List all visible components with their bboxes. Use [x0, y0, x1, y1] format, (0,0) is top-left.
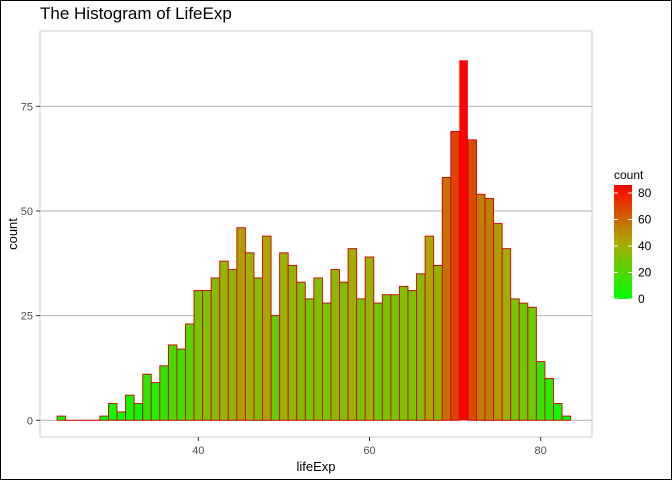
legend-label: 40 — [638, 239, 652, 253]
histogram-bar — [142, 373, 152, 421]
histogram-bar — [287, 264, 298, 421]
histogram-bar — [535, 361, 546, 421]
histogram-bars — [56, 60, 572, 421]
x-tick-label: 40 — [192, 445, 204, 457]
histogram-bar — [270, 315, 281, 421]
legend-label: 80 — [638, 186, 652, 200]
histogram-bar — [441, 177, 452, 421]
histogram-bar — [262, 235, 272, 421]
histogram-bar — [304, 298, 315, 421]
histogram-bar — [484, 197, 495, 421]
histogram-bar — [364, 256, 375, 421]
histogram-bar — [227, 269, 238, 421]
y-tick-label: 50 — [21, 206, 33, 218]
histogram-bar — [476, 193, 486, 421]
histogram-bar — [219, 260, 229, 421]
histogram-bar — [493, 223, 503, 421]
histogram-bar — [553, 403, 563, 421]
histogram-bar — [373, 302, 383, 421]
histogram-bar — [544, 377, 554, 421]
legend-label: 0 — [638, 292, 645, 306]
histogram-bar — [99, 415, 109, 421]
histogram-bar — [518, 302, 529, 421]
histogram-bar — [236, 227, 246, 421]
histogram-bar — [527, 306, 537, 421]
histogram-bar — [133, 403, 144, 421]
histogram-bar — [125, 394, 135, 421]
histogram-bar — [244, 252, 255, 421]
histogram-bar — [424, 235, 435, 421]
histogram-bar — [108, 403, 118, 421]
legend-colorbar — [614, 185, 632, 299]
histogram-bar — [313, 277, 323, 421]
legend-title: count — [614, 168, 644, 182]
histogram-bar — [330, 269, 340, 421]
histogram-bar — [398, 285, 409, 421]
histogram-bar — [450, 131, 460, 421]
axes: 0 25 50 75 40 60 80 lifeExp count — [5, 101, 547, 474]
histogram-bar — [339, 281, 349, 421]
histogram-bar — [561, 415, 572, 421]
legend-label: 60 — [638, 212, 652, 226]
x-tick-label: 80 — [535, 445, 547, 457]
histogram-bar — [347, 248, 358, 421]
histogram-bar — [467, 139, 477, 421]
y-axis-title: count — [5, 218, 20, 250]
histogram-bar — [56, 415, 67, 421]
histogram-bar — [390, 294, 400, 421]
histogram-bar — [459, 60, 468, 421]
chart-title: The Histogram of LifeExp — [40, 4, 232, 23]
legend-label: 20 — [638, 265, 652, 279]
histogram-bar — [253, 277, 263, 421]
histogram-bar — [279, 252, 289, 421]
histogram-bar — [176, 348, 186, 421]
y-tick-label: 25 — [21, 311, 33, 323]
histogram-bar — [150, 382, 161, 421]
y-tick-label: 0 — [27, 415, 33, 427]
histogram-bar — [356, 298, 366, 421]
histogram-bar — [381, 294, 392, 421]
x-tick-label: 60 — [363, 445, 375, 457]
histogram-bar — [510, 298, 520, 421]
histogram-bar — [321, 302, 332, 421]
x-axis-title: lifeExp — [296, 459, 335, 474]
legend: 0 20 40 60 80 — [614, 185, 652, 306]
histogram-bar — [210, 277, 221, 421]
histogram-bar — [501, 248, 512, 421]
histogram-bar — [407, 290, 418, 421]
y-tick-label: 75 — [21, 101, 33, 113]
histogram-bar — [202, 290, 212, 421]
histogram-bar — [167, 344, 178, 421]
histogram-bar — [416, 273, 426, 421]
histogram-bar — [193, 290, 204, 421]
histogram-bar — [116, 411, 127, 421]
histogram-bar — [159, 365, 169, 421]
panel-border — [39, 30, 593, 438]
histogram-bar — [433, 264, 443, 421]
histogram-bar — [296, 281, 306, 421]
histogram-bar — [185, 323, 195, 421]
